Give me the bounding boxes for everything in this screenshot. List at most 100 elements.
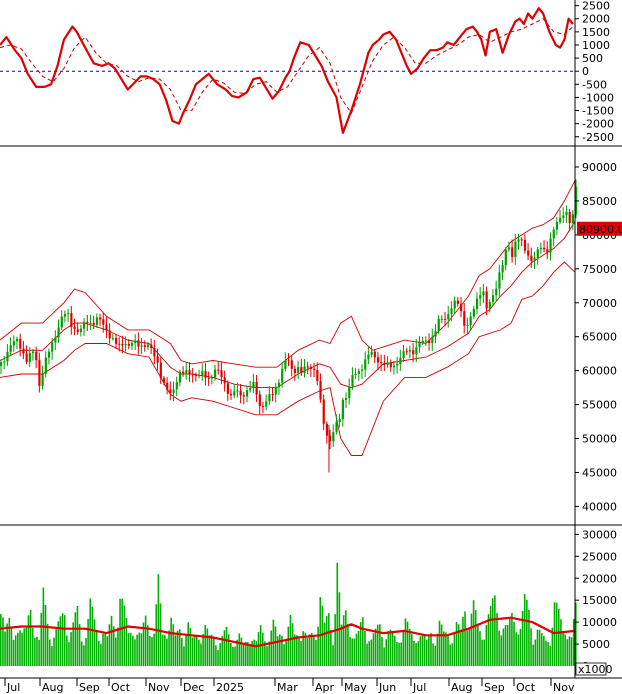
- candle-body: [514, 241, 517, 258]
- candle-body: [204, 371, 207, 378]
- candle-body: [159, 362, 162, 379]
- candle-body: [143, 345, 146, 347]
- candle-body: [146, 344, 150, 347]
- volume-bar: [168, 630, 170, 666]
- volume-bar: [511, 612, 513, 666]
- volume-bar: [345, 610, 347, 666]
- candle-body: [530, 255, 533, 261]
- candle-body: [0, 362, 3, 366]
- volume-bar: [78, 624, 81, 666]
- candle-body: [226, 383, 230, 394]
- month-label: Jun: [378, 681, 396, 694]
- volume-bar: [400, 642, 402, 666]
- candle-body: [194, 375, 198, 377]
- volume-bar: [155, 604, 158, 666]
- volume-bar: [8, 617, 11, 666]
- volume-bar: [372, 633, 375, 666]
- volume-bar: [140, 633, 143, 666]
- volume-bar: [151, 637, 153, 666]
- candle-body: [396, 364, 399, 366]
- candle-body: [357, 370, 360, 374]
- volume-bar: [198, 639, 200, 666]
- volume-bar: [127, 633, 130, 666]
- candle-body: [507, 247, 511, 250]
- price-tick-label: 90000: [582, 161, 617, 174]
- volume-bar: [425, 639, 428, 666]
- oscillator-y-axis: 25002000150010005000-500-1000-1500-2000-…: [575, 0, 614, 144]
- candle-body: [450, 308, 453, 314]
- candle-body: [236, 390, 239, 392]
- candle-body: [533, 257, 536, 261]
- volume-bar: [223, 630, 226, 666]
- candle-body: [383, 363, 386, 366]
- volume-bar: [132, 635, 134, 666]
- candle-body: [182, 371, 185, 374]
- panel-frame: [0, 0, 622, 679]
- price-tick-label: 75000: [582, 263, 617, 276]
- volume-bar: [364, 630, 366, 666]
- candle-body: [99, 317, 102, 320]
- month-label: Oct: [516, 681, 536, 694]
- candle-body: [111, 338, 115, 340]
- candle-body: [57, 327, 60, 338]
- month-label: Nov: [553, 681, 575, 694]
- volume-bar: [112, 626, 115, 666]
- candle-body: [498, 272, 501, 289]
- candle-body: [399, 357, 402, 365]
- oscillator-panel: 25002000150010005000-500-1000-1500-2000-…: [0, 0, 614, 146]
- volume-bar: [547, 642, 549, 666]
- volume-bar: [27, 615, 30, 666]
- volume-bar: [532, 644, 535, 666]
- candle-body: [76, 329, 79, 332]
- volume-bar: [334, 614, 336, 666]
- volume-bar: [14, 635, 17, 666]
- candle-body: [89, 322, 92, 324]
- volume-bar: [393, 635, 396, 666]
- volume-bar: [430, 633, 432, 666]
- candle-body: [19, 339, 22, 349]
- month-label: Aug: [42, 681, 63, 694]
- volume-bar: [519, 628, 522, 666]
- volume-bar: [513, 621, 515, 666]
- candle-body: [418, 342, 421, 348]
- volume-bar: [136, 634, 138, 666]
- volume-bar: [76, 605, 79, 666]
- candle-body: [255, 381, 258, 395]
- volume-bar: [210, 634, 213, 666]
- price-y-axis: 9000085000800007500070000650006000055000…: [575, 161, 617, 513]
- volume-bar: [291, 623, 294, 666]
- oscillator-tick-label: -500: [582, 78, 607, 91]
- volume-bar: [304, 632, 307, 666]
- candle-body: [281, 368, 284, 383]
- volume-bar: [21, 632, 23, 666]
- candle-body: [460, 303, 463, 312]
- last-price-box: [577, 221, 622, 236]
- volume-bar: [176, 630, 179, 666]
- volume-bar: [163, 635, 166, 666]
- volume-bar: [227, 634, 230, 666]
- volume-bar: [504, 625, 507, 666]
- candle-body: [178, 371, 182, 383]
- volume-bar: [110, 615, 113, 666]
- candle-body: [118, 343, 121, 345]
- price-candles: [0, 179, 578, 473]
- candle-body: [150, 344, 153, 349]
- volume-bar: [142, 622, 145, 666]
- volume-bar: [266, 646, 268, 666]
- price-tick-label: 85000: [582, 195, 617, 208]
- oscillator-tick-label: -2000: [582, 118, 614, 131]
- volume-bar: [319, 597, 322, 666]
- volume-bar: [340, 624, 343, 666]
- candle-body: [172, 389, 175, 393]
- volume-bar: [553, 602, 556, 666]
- month-label: Sep: [79, 681, 100, 694]
- candle-body: [523, 239, 527, 251]
- volume-bar: [221, 636, 224, 666]
- volume-bar: [564, 634, 566, 666]
- price-tick-label: 55000: [582, 399, 617, 412]
- candle-body: [332, 432, 335, 442]
- candle-body: [140, 345, 143, 347]
- volume-bar: [123, 605, 126, 666]
- candle-body: [527, 250, 530, 256]
- volume-bar: [281, 635, 283, 666]
